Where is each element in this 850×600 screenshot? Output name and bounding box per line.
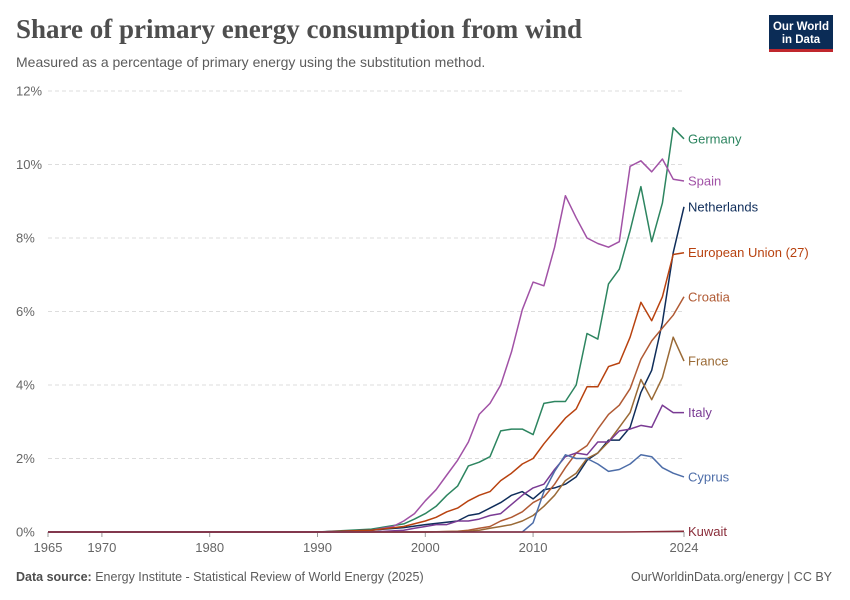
x-tick-label: 2024 [670, 540, 699, 555]
series-label-spain[interactable]: Spain [688, 174, 721, 189]
y-tick-label: 6% [16, 304, 35, 319]
series-label-italy[interactable]: Italy [688, 405, 712, 420]
series-label-france[interactable]: France [688, 354, 728, 369]
data-source-text[interactable]: Energy Institute - Statistical Review of… [95, 570, 424, 584]
y-tick-label: 10% [16, 157, 42, 172]
series-line-germany[interactable] [48, 127, 685, 533]
x-tick-label: 1980 [195, 540, 224, 555]
y-tick-label: 4% [16, 378, 35, 393]
series-line-spain[interactable] [48, 158, 685, 533]
x-tick-label: 2010 [519, 540, 548, 555]
data-source-label: Data source: [16, 570, 92, 584]
series-label-croatia[interactable]: Croatia [688, 289, 731, 304]
series-line-kuwait[interactable] [48, 530, 685, 533]
series-label-germany[interactable]: Germany [688, 131, 742, 146]
series-label-cyprus[interactable]: Cyprus [688, 469, 730, 484]
series-label-kuwait[interactable]: Kuwait [688, 524, 727, 539]
chart-subtitle: Measured as a percentage of primary ener… [16, 54, 486, 70]
series-label-netherlands[interactable]: Netherlands [688, 199, 759, 214]
chart-title: Share of primary energy consumption from… [16, 14, 582, 44]
x-tick-label: 1990 [303, 540, 332, 555]
y-tick-label: 0% [16, 525, 35, 540]
series-line-france[interactable] [48, 336, 685, 533]
x-tick-label: 2000 [411, 540, 440, 555]
x-tick-label: 1965 [34, 540, 63, 555]
y-tick-label: 8% [16, 231, 35, 246]
series-line-italy[interactable] [48, 404, 684, 533]
series-label-european-union-27[interactable]: European Union (27) [688, 245, 809, 260]
series-line-cyprus[interactable] [48, 454, 685, 533]
footer-link[interactable]: OurWorldinData.org/energy | CC BY [630, 570, 832, 584]
y-tick-label: 12% [16, 84, 42, 99]
series-line-croatia[interactable] [48, 296, 685, 533]
series-line-european-union-27[interactable] [48, 251, 685, 533]
series-line-netherlands[interactable] [48, 206, 685, 533]
data-source: Data source: Energy Institute - Statisti… [16, 570, 424, 584]
y-tick-label: 2% [16, 451, 35, 466]
x-tick-label: 1970 [87, 540, 116, 555]
owid-logo[interactable]: Our World in Data [769, 15, 833, 52]
